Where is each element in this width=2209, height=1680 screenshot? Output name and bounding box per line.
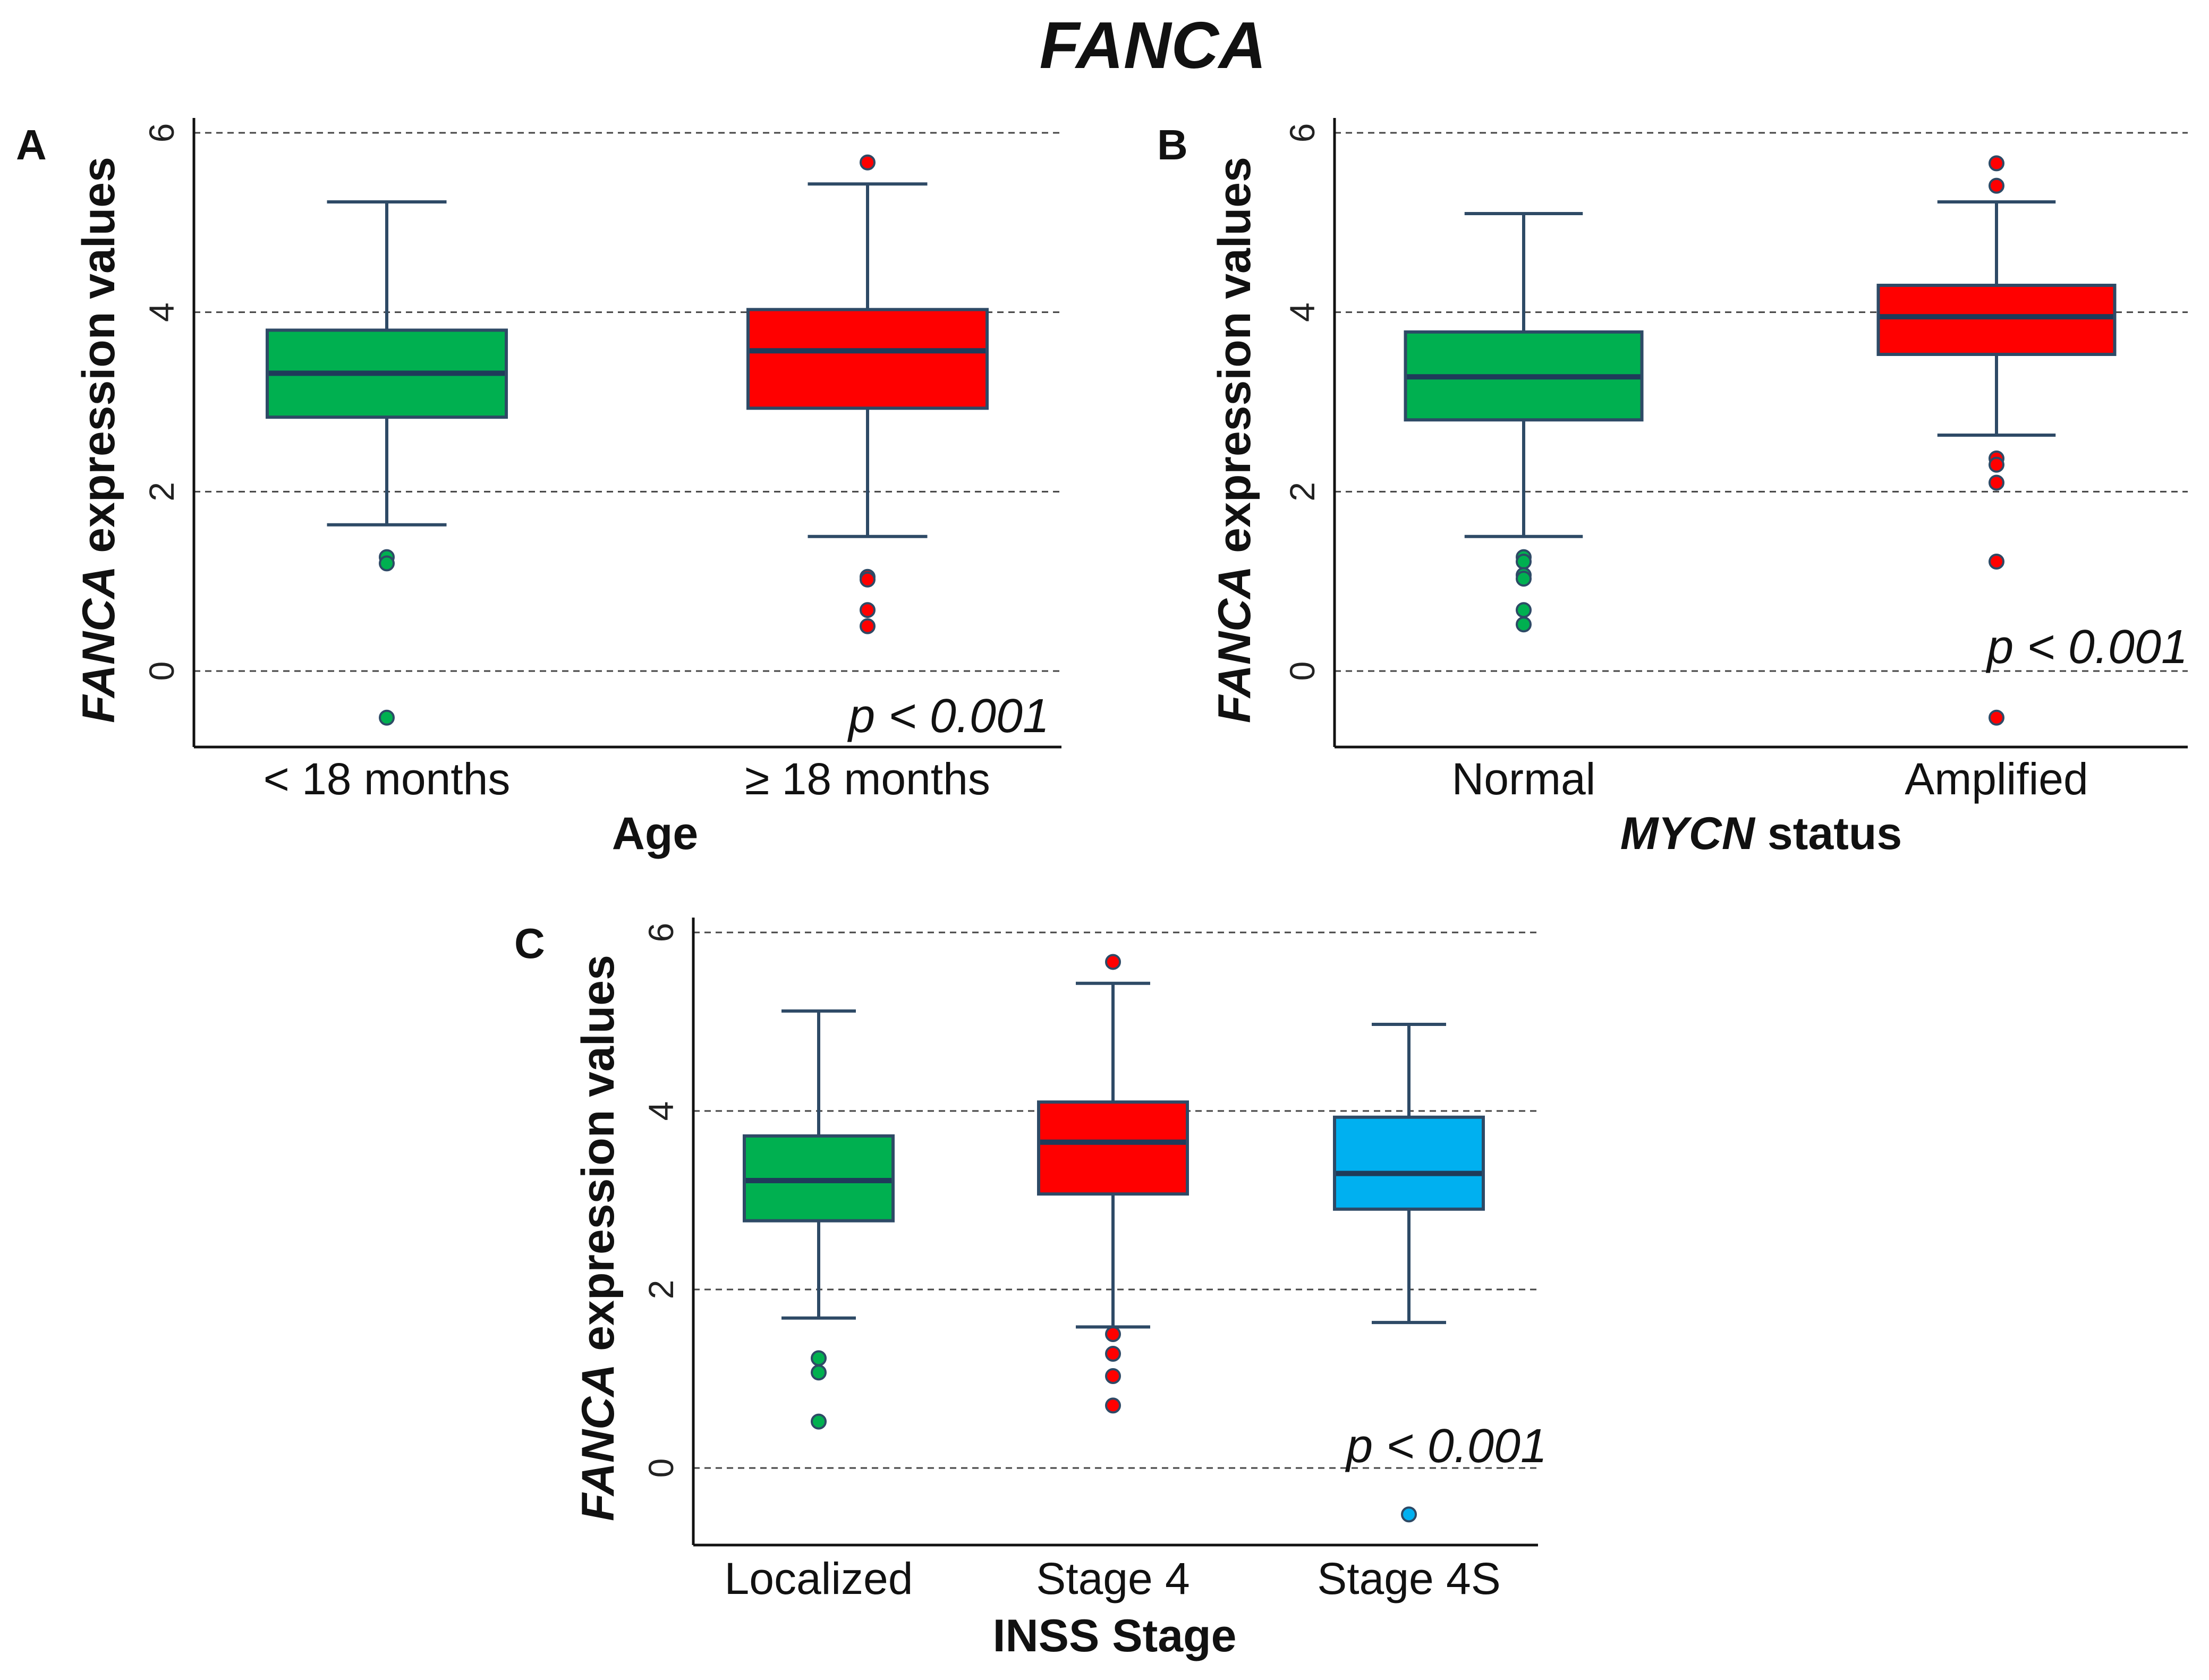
x-tick-label: Stage 4S <box>1317 1554 1501 1603</box>
x-tick-label: Normal <box>1452 754 1596 804</box>
outlier-point <box>379 709 395 726</box>
outlier-point <box>1401 1506 1417 1523</box>
iqr-box <box>1876 284 2117 357</box>
y-tick-label: 0 <box>142 661 181 681</box>
box-green <box>266 200 508 726</box>
outlier-point <box>860 602 876 618</box>
outlier-point <box>1105 1326 1121 1342</box>
x-axis-label: Age <box>612 808 698 859</box>
y-axis-label: FANCA expression values <box>1209 157 1260 723</box>
y-axis-label-italic: FANCA <box>1209 566 1260 723</box>
box-red <box>746 154 989 634</box>
outlier-point <box>1989 474 2004 491</box>
iqr-box <box>1037 1100 1189 1196</box>
outlier-point <box>1989 709 2004 726</box>
outlier-point <box>811 1413 827 1430</box>
outlier-point <box>1989 155 2004 172</box>
y-tick-label: 6 <box>641 923 681 943</box>
figure-title: FANCA <box>1039 9 1266 82</box>
panel-c: C 0 2 4 6 FANCA expression values INSS Stage p … <box>514 918 1547 1661</box>
y-axis-label: FANCA expression values <box>73 157 124 723</box>
p-value-annotation: p < 0.001 <box>1345 1420 1547 1473</box>
panel-b: B 0 2 4 6 FANCA expression values MYCN status p… <box>1157 118 2188 859</box>
y-axis-label-italic: FANCA <box>573 1364 624 1521</box>
y-axis-label-rest: expression values <box>73 157 124 566</box>
x-axis-label: INSS Stage <box>993 1610 1237 1661</box>
x-axis-label-rest: INSS Stage <box>993 1610 1237 1661</box>
outlier-point <box>860 154 876 171</box>
outlier-point <box>811 1350 827 1367</box>
y-tick-label: 4 <box>641 1101 681 1121</box>
panel-letter: C <box>514 920 545 967</box>
x-tick-label: ≥ 18 months <box>745 754 990 804</box>
box-red <box>1876 155 2117 726</box>
x-tick-label: Stage 4 <box>1036 1554 1190 1603</box>
outlier-point <box>1516 571 1532 587</box>
outlier-point <box>1516 602 1532 618</box>
y-tick-label: 4 <box>142 302 181 322</box>
x-tick-label: Amplified <box>1905 754 2088 804</box>
outlier-point <box>1989 456 2004 473</box>
iqr-box <box>1333 1115 1485 1211</box>
outlier-point <box>811 1364 827 1381</box>
iqr-box <box>746 308 989 410</box>
outlier-point <box>1105 1368 1121 1384</box>
outlier-point <box>860 571 876 588</box>
panel-letter: A <box>16 121 47 168</box>
y-tick-label: 0 <box>641 1458 681 1478</box>
outlier-point <box>1105 954 1121 970</box>
box-red <box>1037 954 1189 1414</box>
box-green <box>743 1009 895 1430</box>
x-axis-label-rest: status <box>1755 808 1902 859</box>
outlier-point <box>860 618 876 634</box>
y-axis-label-rest: expression values <box>573 955 624 1364</box>
p-value-annotation: p < 0.001 <box>847 690 1049 743</box>
box-blue <box>1333 1023 1485 1523</box>
y-tick-label: 2 <box>1282 482 1322 502</box>
outlier-point <box>379 555 395 572</box>
y-tick-label: 0 <box>1282 661 1322 681</box>
outlier-point <box>1989 177 2004 194</box>
x-axis-label-italic: MYCN <box>1620 808 1756 859</box>
outlier-point <box>1989 554 2004 570</box>
y-axis-label-italic: FANCA <box>73 566 124 723</box>
y-tick-label: 6 <box>142 123 181 143</box>
y-tick-label: 6 <box>1282 123 1322 143</box>
y-tick-label: 4 <box>1282 302 1322 322</box>
outlier-point <box>1105 1345 1121 1362</box>
y-tick-label: 2 <box>641 1280 681 1300</box>
y-axis-label: FANCA expression values <box>573 955 624 1521</box>
outlier-point <box>1105 1397 1121 1414</box>
p-value-annotation: p < 0.001 <box>1985 621 2188 674</box>
box-green <box>1404 211 1644 633</box>
outlier-point <box>1516 554 1532 570</box>
x-tick-label: Localized <box>725 1554 913 1603</box>
panel-letter: B <box>1157 121 1188 168</box>
x-tick-label: < 18 months <box>264 754 511 804</box>
x-axis-label-rest: Age <box>612 808 698 859</box>
panel-a: A 0 2 4 6 FANCA expression values Age p < 0.001… <box>16 118 1061 859</box>
panels: A 0 2 4 6 FANCA expression values Age p < 0.001… <box>16 118 2188 1661</box>
x-axis-label: MYCN status <box>1620 808 1902 859</box>
y-tick-label: 2 <box>142 482 181 502</box>
y-axis-label-rest: expression values <box>1209 157 1260 566</box>
outlier-point <box>1516 616 1532 633</box>
